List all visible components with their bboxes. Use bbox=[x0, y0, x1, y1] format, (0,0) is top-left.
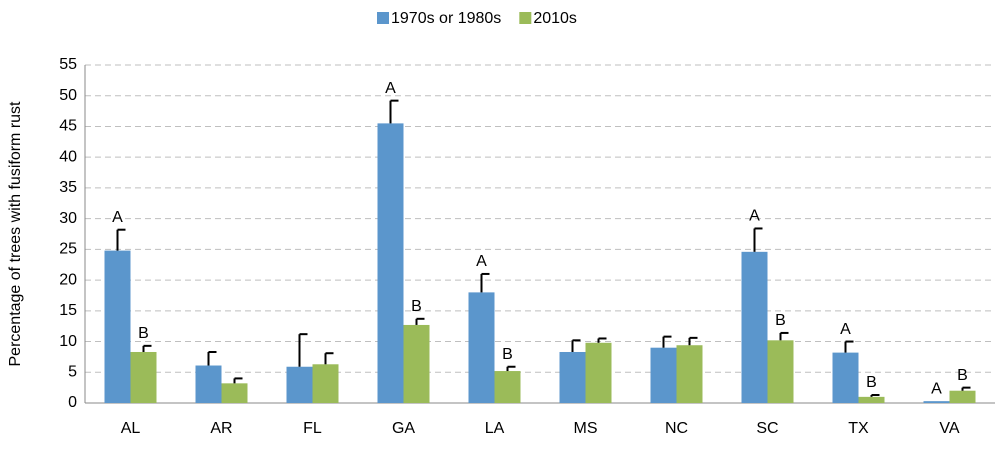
significance-letter: A bbox=[112, 209, 123, 226]
x-tick-label: VA bbox=[939, 420, 959, 437]
x-tick-label: MS bbox=[574, 420, 598, 437]
bar bbox=[468, 292, 495, 403]
bar bbox=[130, 351, 157, 403]
bar bbox=[195, 365, 222, 403]
y-tick-label: 45 bbox=[59, 118, 77, 135]
bar bbox=[559, 351, 586, 403]
y-tick-label: 50 bbox=[59, 87, 77, 104]
significance-letter: A bbox=[749, 208, 760, 225]
x-tick-label: AR bbox=[210, 420, 232, 437]
x-tick-label: SC bbox=[756, 420, 778, 437]
significance-letter: B bbox=[502, 346, 513, 363]
significance-letter: B bbox=[411, 298, 422, 315]
significance-letter: B bbox=[775, 312, 786, 329]
bar bbox=[104, 250, 131, 403]
x-tick-label: FL bbox=[303, 420, 322, 437]
bar bbox=[676, 345, 703, 403]
x-tick-label: GA bbox=[392, 420, 415, 437]
y-tick-label: 55 bbox=[59, 56, 77, 73]
y-tick-label: 25 bbox=[59, 241, 77, 258]
x-tick-label: TX bbox=[848, 420, 869, 437]
significance-letter: A bbox=[840, 321, 851, 338]
y-tick-label: 35 bbox=[59, 179, 77, 196]
significance-letter: B bbox=[957, 367, 968, 384]
y-tick-label: 0 bbox=[68, 394, 77, 411]
significance-letter: A bbox=[476, 253, 487, 270]
bar bbox=[767, 340, 794, 403]
y-tick-label: 30 bbox=[59, 210, 77, 227]
legend-swatch bbox=[377, 12, 389, 24]
bar bbox=[858, 396, 885, 403]
bar bbox=[923, 401, 950, 403]
significance-letter: A bbox=[385, 80, 396, 97]
bar bbox=[312, 364, 339, 403]
legend-swatch bbox=[519, 12, 532, 24]
bar bbox=[949, 390, 976, 403]
bar bbox=[494, 371, 521, 403]
bar bbox=[650, 347, 677, 403]
legend-label: 1970s or 1980s bbox=[391, 10, 501, 27]
y-tick-label: 40 bbox=[59, 148, 77, 165]
significance-letter: B bbox=[138, 325, 149, 342]
y-tick-label: 5 bbox=[68, 363, 77, 380]
legend-label: 2010s bbox=[533, 10, 577, 27]
bar bbox=[221, 383, 248, 403]
y-tick-label: 20 bbox=[59, 271, 77, 288]
x-tick-label: AL bbox=[121, 420, 141, 437]
bar bbox=[377, 123, 404, 403]
bar bbox=[741, 251, 768, 403]
significance-letter: B bbox=[866, 374, 877, 391]
y-axis-label: Percentage of trees with fusiform rust bbox=[7, 101, 24, 367]
bar bbox=[832, 352, 859, 403]
bar bbox=[286, 366, 313, 403]
bar bbox=[585, 342, 612, 403]
y-tick-label: 10 bbox=[59, 333, 77, 350]
bar bbox=[403, 324, 430, 403]
significance-letter: A bbox=[931, 380, 942, 397]
x-tick-label: LA bbox=[485, 420, 505, 437]
x-tick-label: NC bbox=[665, 420, 688, 437]
y-tick-label: 15 bbox=[59, 302, 77, 319]
